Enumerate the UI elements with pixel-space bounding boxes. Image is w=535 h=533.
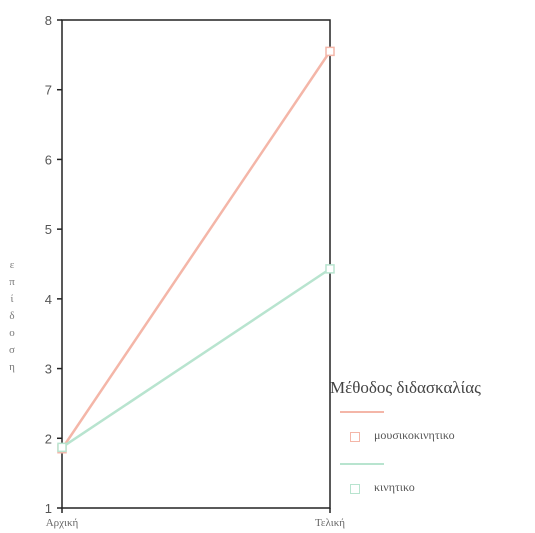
y-tick-label-1: 2 — [45, 431, 52, 446]
legend-item-series-1: μουσικοκινητικο — [330, 398, 535, 450]
series-2-point-1 — [325, 264, 335, 274]
x-tick-label-0: Αρχική — [46, 517, 79, 529]
y-tick-label-2: 3 — [45, 362, 52, 377]
y-axis-label-char-2: ί — [11, 293, 14, 305]
legend-marker-series-1 — [350, 432, 360, 442]
y-tick-label-7: 8 — [45, 13, 52, 28]
y-tick-label-3: 4 — [45, 292, 52, 307]
plot-frame — [61, 19, 331, 509]
y-axis-label-char-4: ο — [9, 327, 15, 339]
series-layer — [57, 46, 335, 454]
legend-title: Μέθοδος διδασκαλίας — [330, 378, 481, 397]
series-2-point-0 — [57, 442, 67, 453]
y-axis-label-char-0: ε — [10, 259, 15, 271]
axes: 1 2 3 4 5 6 7 8 Αρχική Τελική — [45, 13, 345, 529]
x-tick-label-1: Τελική — [315, 517, 345, 529]
legend: Μέθοδος διδασκαλίας μουσικοκινητικο κινη… — [330, 378, 535, 502]
y-axis-label-char-6: η — [9, 361, 15, 373]
legend-line-series-2 — [340, 463, 384, 465]
legend-line-series-1 — [340, 411, 384, 413]
y-tick-label-0: 1 — [45, 501, 52, 516]
y-axis-label-char-1: π — [9, 276, 15, 288]
series-line-2 — [61, 267, 331, 449]
y-tick-label-4: 5 — [45, 222, 52, 237]
y-tick-label-5: 6 — [45, 152, 52, 167]
y-axis-label-char-3: δ — [9, 310, 14, 322]
legend-label-series-2: κινητικο — [374, 480, 415, 494]
y-axis-label-char-5: σ — [9, 344, 15, 356]
legend-label-series-1: μουσικοκινητικο — [374, 428, 455, 442]
y-tick-label-6: 7 — [45, 83, 52, 98]
legend-marker-series-2 — [350, 484, 360, 494]
series-1-point-1 — [325, 46, 335, 57]
series-line-1 — [60, 50, 332, 450]
legend-item-series-2: κινητικο — [330, 450, 535, 502]
